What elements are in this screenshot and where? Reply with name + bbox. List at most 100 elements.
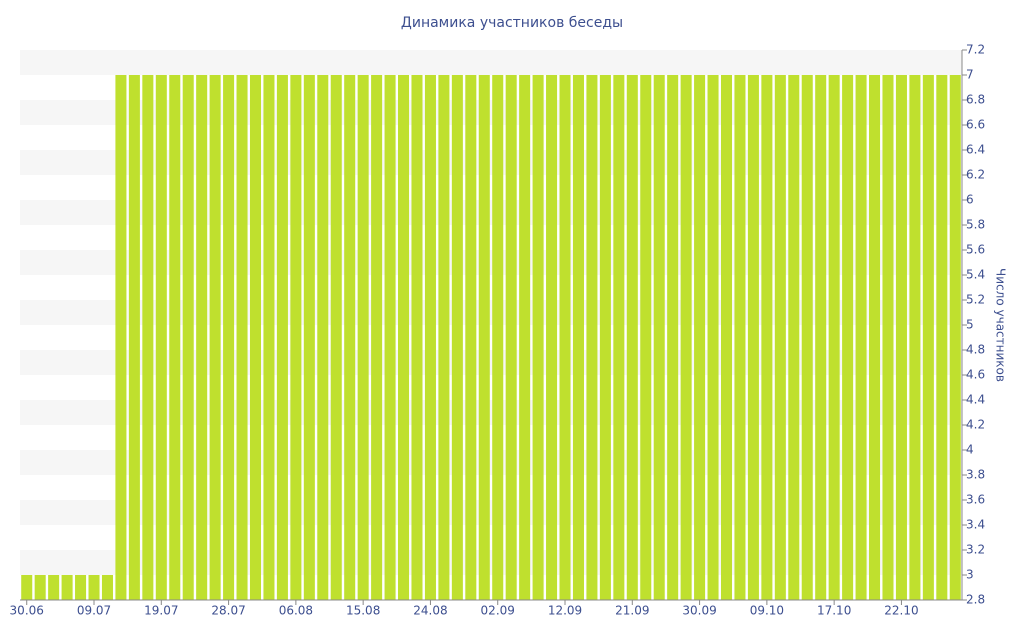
y-tick-label: 6.4 bbox=[966, 143, 985, 157]
bar bbox=[586, 75, 598, 600]
bar bbox=[680, 75, 692, 600]
bar bbox=[249, 75, 262, 600]
grid-band bbox=[20, 50, 962, 75]
bar bbox=[182, 75, 194, 600]
bar bbox=[465, 75, 477, 600]
y-axis-title: Число участников bbox=[994, 268, 1008, 382]
bar bbox=[855, 75, 867, 600]
x-tick-label: 22.10 bbox=[884, 604, 918, 618]
bar bbox=[209, 75, 221, 600]
y-tick-label: 3.8 bbox=[966, 468, 985, 482]
bar bbox=[613, 75, 625, 600]
x-tick-label: 30.06 bbox=[10, 604, 44, 618]
bar bbox=[115, 75, 127, 600]
bar bbox=[196, 75, 208, 600]
x-tick-label: 06.08 bbox=[279, 604, 313, 618]
x-tick-label: 09.10 bbox=[750, 604, 784, 618]
bar bbox=[398, 75, 410, 600]
bar bbox=[411, 75, 423, 600]
bar bbox=[842, 75, 854, 600]
x-tick-label: 30.09 bbox=[682, 604, 716, 618]
bar bbox=[519, 75, 531, 600]
bar bbox=[88, 575, 100, 600]
bar bbox=[75, 575, 87, 600]
y-tick-label: 4.4 bbox=[966, 393, 985, 407]
y-tick-label: 6.8 bbox=[966, 93, 985, 107]
y-tick-label: 4 bbox=[966, 443, 974, 457]
y-tick-label: 7.2 bbox=[966, 43, 985, 57]
y-tick-label: 7 bbox=[966, 68, 974, 82]
y-tick-label: 5.6 bbox=[966, 243, 985, 257]
bar bbox=[532, 75, 544, 600]
bar bbox=[371, 75, 383, 600]
x-tick-label: 09.07 bbox=[77, 604, 111, 618]
bar bbox=[303, 75, 315, 600]
x-tick-label: 15.08 bbox=[346, 604, 380, 618]
y-tick-label: 6.6 bbox=[966, 118, 985, 132]
x-tick-label: 17.10 bbox=[817, 604, 851, 618]
bar bbox=[424, 75, 436, 600]
bar bbox=[290, 75, 302, 600]
bar bbox=[317, 75, 329, 600]
x-tick-label: 19.07 bbox=[144, 604, 178, 618]
bar bbox=[599, 75, 611, 600]
bar bbox=[653, 75, 665, 600]
bar bbox=[492, 75, 504, 600]
y-tick-label: 4.8 bbox=[966, 343, 985, 357]
y-tick-label: 2.8 bbox=[966, 593, 985, 607]
bar bbox=[882, 75, 894, 600]
bar bbox=[895, 75, 907, 600]
bar bbox=[169, 75, 181, 600]
bar bbox=[922, 75, 934, 600]
bar bbox=[747, 75, 759, 600]
bar bbox=[720, 75, 733, 600]
bar bbox=[223, 75, 235, 600]
x-tick-label: 24.08 bbox=[413, 604, 447, 618]
y-tick-label: 4.6 bbox=[966, 368, 985, 382]
bar bbox=[128, 75, 140, 600]
chart-title: Динамика участников беседы bbox=[401, 15, 623, 31]
bar bbox=[61, 575, 73, 600]
bar bbox=[572, 75, 584, 600]
bar bbox=[505, 75, 517, 600]
bar bbox=[869, 75, 881, 600]
bar bbox=[384, 75, 396, 600]
bar bbox=[640, 75, 652, 600]
bar bbox=[936, 75, 948, 600]
bar bbox=[734, 75, 746, 600]
x-tick-label: 21.09 bbox=[615, 604, 649, 618]
bar bbox=[707, 75, 719, 600]
y-tick-label: 6.2 bbox=[966, 168, 985, 182]
y-tick-label: 5.2 bbox=[966, 293, 985, 307]
bar bbox=[155, 75, 167, 600]
x-tick-label: 02.09 bbox=[481, 604, 515, 618]
bar bbox=[330, 75, 342, 600]
y-tick-label: 5.8 bbox=[966, 218, 985, 232]
y-tick-label: 6 bbox=[966, 193, 974, 207]
y-tick-label: 3.6 bbox=[966, 493, 985, 507]
y-tick-label: 4.2 bbox=[966, 418, 985, 432]
bar bbox=[801, 75, 813, 600]
bar bbox=[828, 75, 840, 600]
y-tick-label: 3 bbox=[966, 568, 974, 582]
bar bbox=[357, 75, 369, 600]
bar bbox=[263, 75, 275, 600]
bar bbox=[694, 75, 706, 600]
bar bbox=[774, 75, 786, 600]
y-tick-label: 5.4 bbox=[966, 268, 985, 282]
x-tick-label: 12.09 bbox=[548, 604, 582, 618]
y-tick-label: 3.4 bbox=[966, 518, 985, 532]
y-tick-label: 5 bbox=[966, 318, 974, 332]
bar bbox=[21, 575, 33, 600]
bar bbox=[626, 75, 638, 600]
bar bbox=[236, 75, 248, 600]
bar bbox=[788, 75, 800, 600]
bar bbox=[761, 75, 773, 600]
bar bbox=[909, 75, 921, 600]
x-tick-label: 28.07 bbox=[211, 604, 245, 618]
bar bbox=[276, 75, 288, 600]
bar bbox=[438, 75, 450, 600]
bar bbox=[478, 75, 490, 600]
bar bbox=[949, 75, 961, 600]
